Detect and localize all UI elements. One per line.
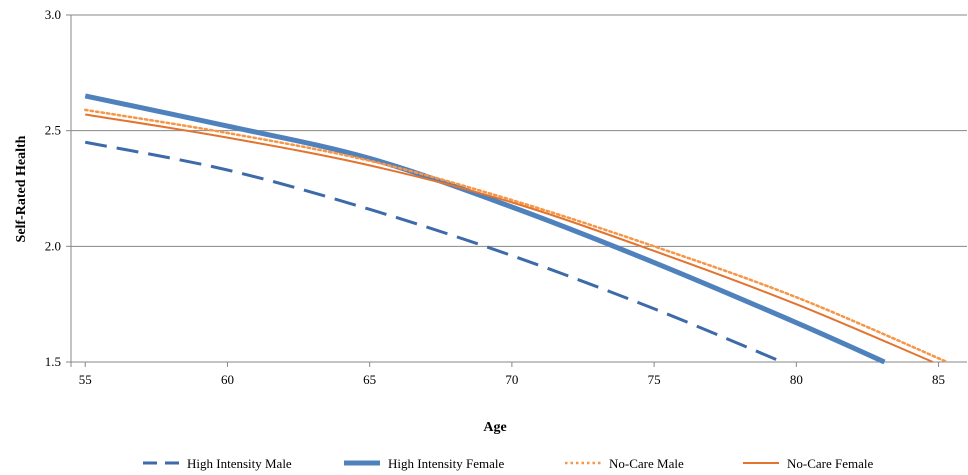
- legend: High Intensity Male High Intensity Female…: [143, 456, 874, 471]
- y-tick-label: 2.5: [45, 123, 61, 138]
- y-tick-label: 1.5: [45, 354, 61, 369]
- x-tick-label: 75: [648, 372, 661, 387]
- y-axis-title: Self-Rated Health: [14, 135, 29, 242]
- x-tick-label: 85: [932, 372, 945, 387]
- axes: [66, 14, 967, 367]
- y-tick-label: 2.0: [45, 238, 61, 253]
- x-axis-title: Age: [483, 420, 506, 435]
- x-tick-label: 80: [790, 372, 803, 387]
- legend-label-no-care-male: No-Care Male: [609, 456, 684, 471]
- series-group: [83, 93, 949, 365]
- legend-label-high-intensity-female: High Intensity Female: [388, 456, 504, 471]
- y-tick-label: 3.0: [45, 7, 61, 22]
- x-tick-label: 70: [505, 372, 518, 387]
- series-line-no-care-female: [85, 113, 934, 363]
- tick-labels: 1.5 2.0 2.5 3.0 55 60 65 70 75 80 85: [45, 7, 945, 387]
- series-line-no-care-male: [83, 108, 949, 364]
- legend-label-high-intensity-male: High Intensity Male: [187, 456, 292, 471]
- x-tick-label: 55: [79, 372, 92, 387]
- legend-label-no-care-female: No-Care Female: [787, 456, 874, 471]
- gridlines: [71, 14, 967, 247]
- x-tick-label: 60: [221, 372, 234, 387]
- series-line-high-intensity-female: [84, 93, 886, 365]
- series-line-high-intensity-male: [84, 140, 783, 364]
- x-tick-label: 65: [363, 372, 376, 387]
